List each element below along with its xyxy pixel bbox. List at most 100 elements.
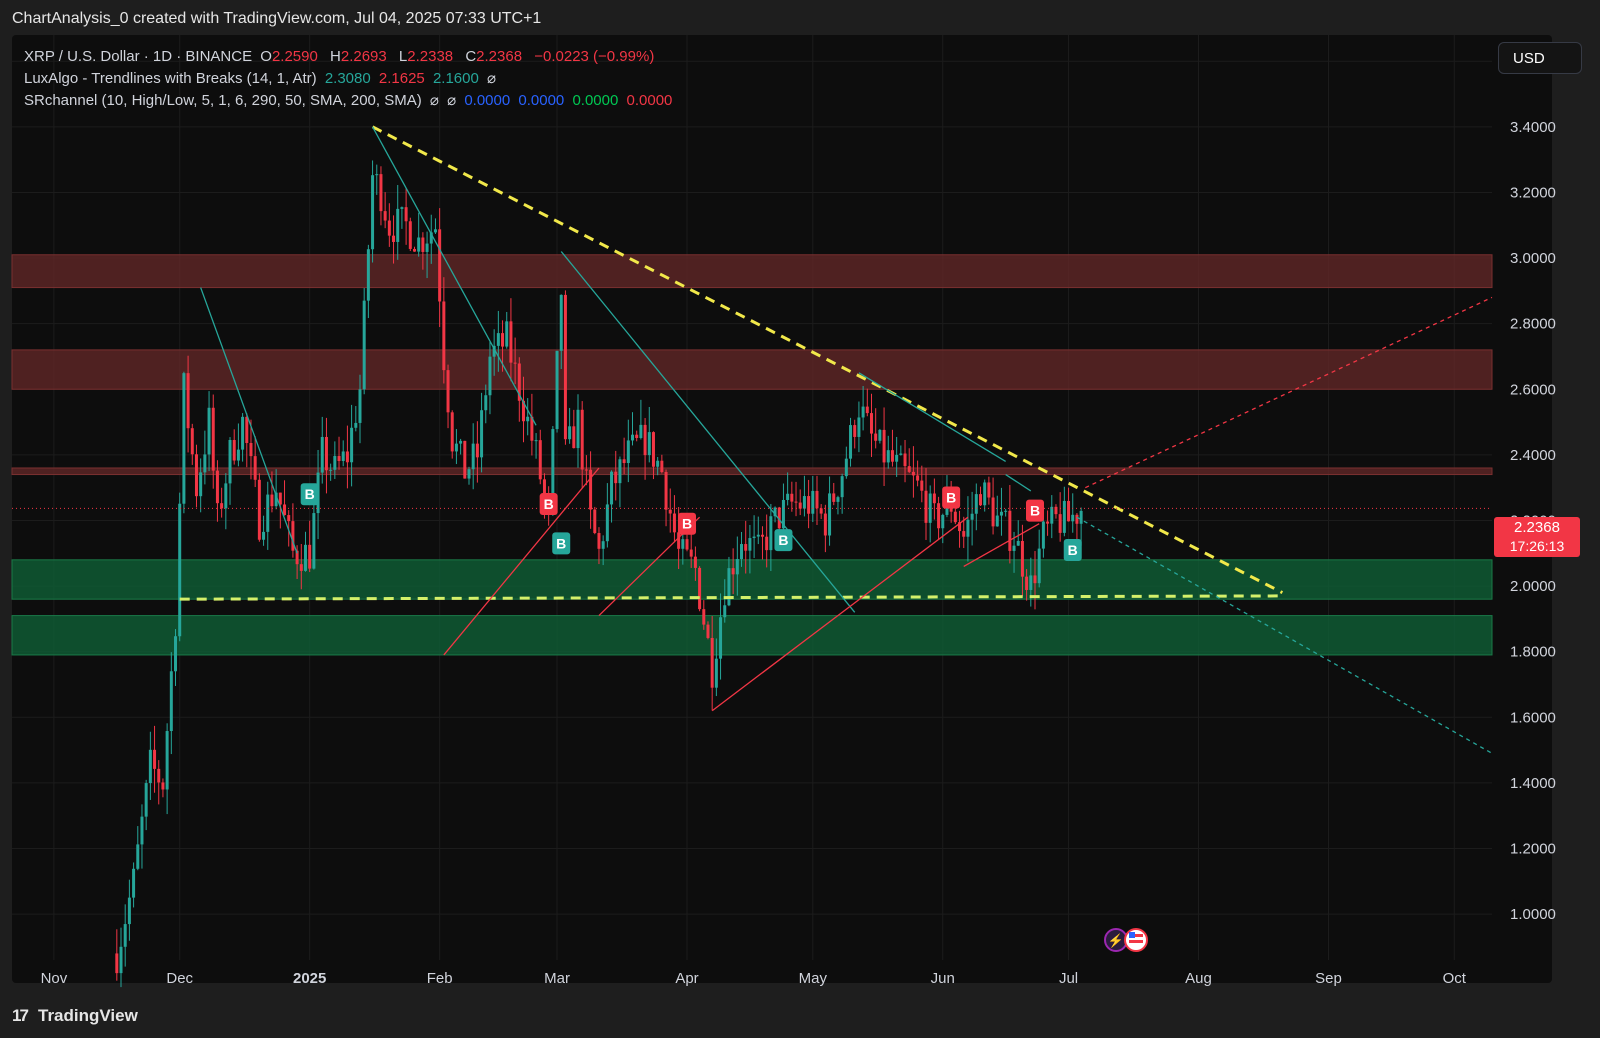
candle-body bbox=[429, 232, 433, 244]
candle-body bbox=[207, 407, 211, 455]
candle-body bbox=[459, 440, 463, 444]
candle-body bbox=[626, 440, 630, 464]
candle-body bbox=[354, 422, 358, 428]
support-zone-upper bbox=[11, 559, 1493, 600]
indicator-value: 2.1600 bbox=[432, 70, 479, 87]
candle-body bbox=[689, 549, 693, 557]
candle-body bbox=[987, 482, 991, 498]
candle-body bbox=[379, 174, 383, 212]
candle-body bbox=[157, 768, 161, 783]
candle-body bbox=[194, 454, 198, 497]
break-marker[interactable] bbox=[942, 486, 961, 509]
candle-body bbox=[266, 494, 270, 532]
indicator-name[interactable]: LuxAlgo - Trendlines with Breaks (14, 1,… bbox=[24, 70, 317, 87]
break-marker-label: B bbox=[682, 516, 692, 532]
candle-body bbox=[807, 496, 811, 514]
candle-body bbox=[744, 544, 748, 551]
candle-body bbox=[492, 345, 496, 357]
break-marker[interactable] bbox=[552, 532, 571, 555]
x-tick-label: Apr bbox=[675, 970, 698, 987]
x-tick-label: Dec bbox=[166, 970, 193, 987]
indicator-name[interactable]: SRchannel (10, High/Low, 5, 1, 6, 290, 5… bbox=[24, 92, 422, 109]
break-marker[interactable] bbox=[678, 512, 697, 535]
candle-body bbox=[1004, 510, 1008, 512]
candle-body bbox=[865, 406, 869, 414]
indicator-value: 0.0000 bbox=[518, 92, 565, 109]
candle-body bbox=[174, 636, 178, 672]
eye-off-icon[interactable]: ⌀ bbox=[487, 70, 497, 87]
candle-body bbox=[425, 243, 429, 252]
candle-body bbox=[270, 494, 274, 507]
candle-body bbox=[375, 174, 379, 176]
candle-body bbox=[857, 417, 861, 437]
candle-body bbox=[958, 522, 962, 532]
candle-body bbox=[383, 211, 387, 221]
x-tick-label: Feb bbox=[427, 970, 453, 987]
candle-body bbox=[555, 350, 559, 430]
y-tick-label: 1.0000 bbox=[1510, 906, 1556, 923]
luxalgo-up-4 bbox=[963, 523, 1040, 567]
candle-body bbox=[685, 539, 689, 550]
candle-body bbox=[345, 451, 349, 463]
candle-body bbox=[199, 472, 203, 497]
candle-body bbox=[639, 424, 643, 439]
chart-caption: ChartAnalysis_0 created with TradingView… bbox=[12, 10, 542, 27]
indicator-value: 0.0000 bbox=[464, 92, 511, 109]
bar-countdown: 17:26:13 bbox=[1509, 538, 1565, 554]
x-tick-label: May bbox=[799, 970, 828, 987]
break-marker[interactable] bbox=[774, 529, 793, 552]
candle-body bbox=[886, 450, 890, 463]
symbol-legend-row[interactable]: XRP / U.S. Dollar · 1D · BINANCE O2.2590… bbox=[24, 46, 676, 68]
indicator-legend-row[interactable]: LuxAlgo - Trendlines with Breaks (14, 1,… bbox=[24, 68, 676, 90]
candle-body bbox=[643, 424, 647, 456]
candle-body bbox=[161, 782, 165, 790]
candle-body bbox=[1075, 514, 1079, 524]
candle-body bbox=[698, 567, 702, 610]
candle-body bbox=[840, 476, 844, 498]
candle-body bbox=[953, 511, 957, 523]
candle-body bbox=[408, 221, 412, 249]
candle-body bbox=[471, 443, 475, 470]
candle-body bbox=[773, 507, 777, 517]
high-value: 2.2693 bbox=[340, 48, 387, 65]
currency-button[interactable]: USD bbox=[1498, 42, 1582, 74]
x-tick-label: Oct bbox=[1443, 970, 1467, 987]
break-marker[interactable] bbox=[300, 483, 319, 506]
candle-body bbox=[962, 531, 966, 537]
break-marker-label: B bbox=[946, 490, 956, 506]
break-marker[interactable] bbox=[539, 493, 558, 516]
candle-body bbox=[748, 538, 752, 551]
tradingview-wordmark: TradingView bbox=[38, 1006, 138, 1025]
luxalgo-down-2 bbox=[371, 126, 537, 426]
candle-body bbox=[509, 321, 513, 363]
candle-body bbox=[1054, 506, 1058, 515]
candle-body bbox=[299, 564, 303, 571]
break-marker[interactable] bbox=[1026, 499, 1045, 522]
candle-body bbox=[970, 513, 974, 520]
candle-body bbox=[303, 544, 307, 571]
eye-off-icon[interactable]: ⌀ bbox=[447, 92, 457, 109]
candle-body bbox=[672, 513, 676, 533]
candle-body bbox=[526, 416, 530, 422]
candle-body bbox=[454, 443, 458, 452]
candle-body bbox=[249, 443, 253, 457]
break-marker[interactable] bbox=[1063, 538, 1082, 561]
candle-body bbox=[463, 440, 467, 479]
eye-off-icon[interactable]: ⌀ bbox=[429, 92, 439, 109]
main-descending-trendline bbox=[371, 125, 1284, 594]
candle-body bbox=[412, 248, 416, 252]
candle-body bbox=[928, 493, 932, 523]
flag-stripe-icon bbox=[1129, 934, 1143, 937]
candle-body bbox=[522, 400, 526, 422]
symbol-name[interactable]: XRP / U.S. Dollar · 1D · BINANCE bbox=[24, 48, 253, 65]
tradingview-logo[interactable]: 17 TradingView bbox=[12, 1006, 138, 1026]
candle-body bbox=[731, 568, 735, 575]
support-zone-lower bbox=[11, 615, 1493, 656]
x-tick-label: Aug bbox=[1185, 970, 1212, 987]
candle-body bbox=[245, 416, 249, 444]
indicator-legend-row[interactable]: SRchannel (10, High/Low, 5, 1, 6, 290, 5… bbox=[24, 90, 676, 112]
candle-body bbox=[186, 373, 190, 429]
indicator-value: 2.1625 bbox=[378, 70, 425, 87]
candle-body bbox=[597, 533, 601, 549]
